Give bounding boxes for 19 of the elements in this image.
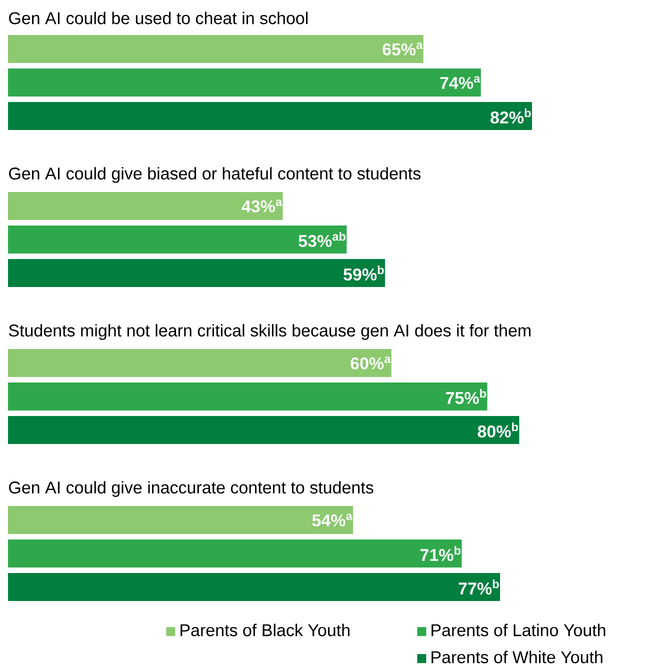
legend-label: Parents of White Youth bbox=[432, 650, 602, 664]
data-label: 43%$^{a}$ bbox=[242, 200, 282, 212]
y-tick-label: Students might not learn critical skills because gen AI does it for them bbox=[8, 324, 530, 340]
data-label: 65%$^{a}$ bbox=[382, 42, 423, 56]
data-label: 75%$^{b}$ bbox=[446, 388, 486, 404]
legend-label: Parents of Black Youth bbox=[180, 624, 350, 636]
data-label: 59%$^{b}$ bbox=[344, 265, 384, 281]
data-label: 80%$^{b}$ bbox=[478, 422, 518, 438]
data-label: 77%$^{b}$ bbox=[458, 579, 499, 595]
data-label: 74%$^{a}$ bbox=[440, 76, 480, 89]
y-tick-label: Gen AI could give inaccurate content to students bbox=[9, 481, 374, 497]
data-label: 71%$^{b}$ bbox=[420, 546, 461, 562]
data-label: 60%$^{a}$ bbox=[350, 356, 391, 370]
data-label: 54%$^{a}$ bbox=[312, 514, 352, 526]
data-label: 53%$^{ab}$ bbox=[298, 232, 346, 248]
y-tick-label: Gen AI could give biased or hateful content to students bbox=[9, 167, 421, 183]
data-label: 82%$^{b}$ bbox=[490, 108, 531, 124]
legend-label: Parents of Latino Youth bbox=[432, 624, 606, 636]
y-tick-label: Gen AI could be used to cheat in school bbox=[9, 12, 308, 24]
